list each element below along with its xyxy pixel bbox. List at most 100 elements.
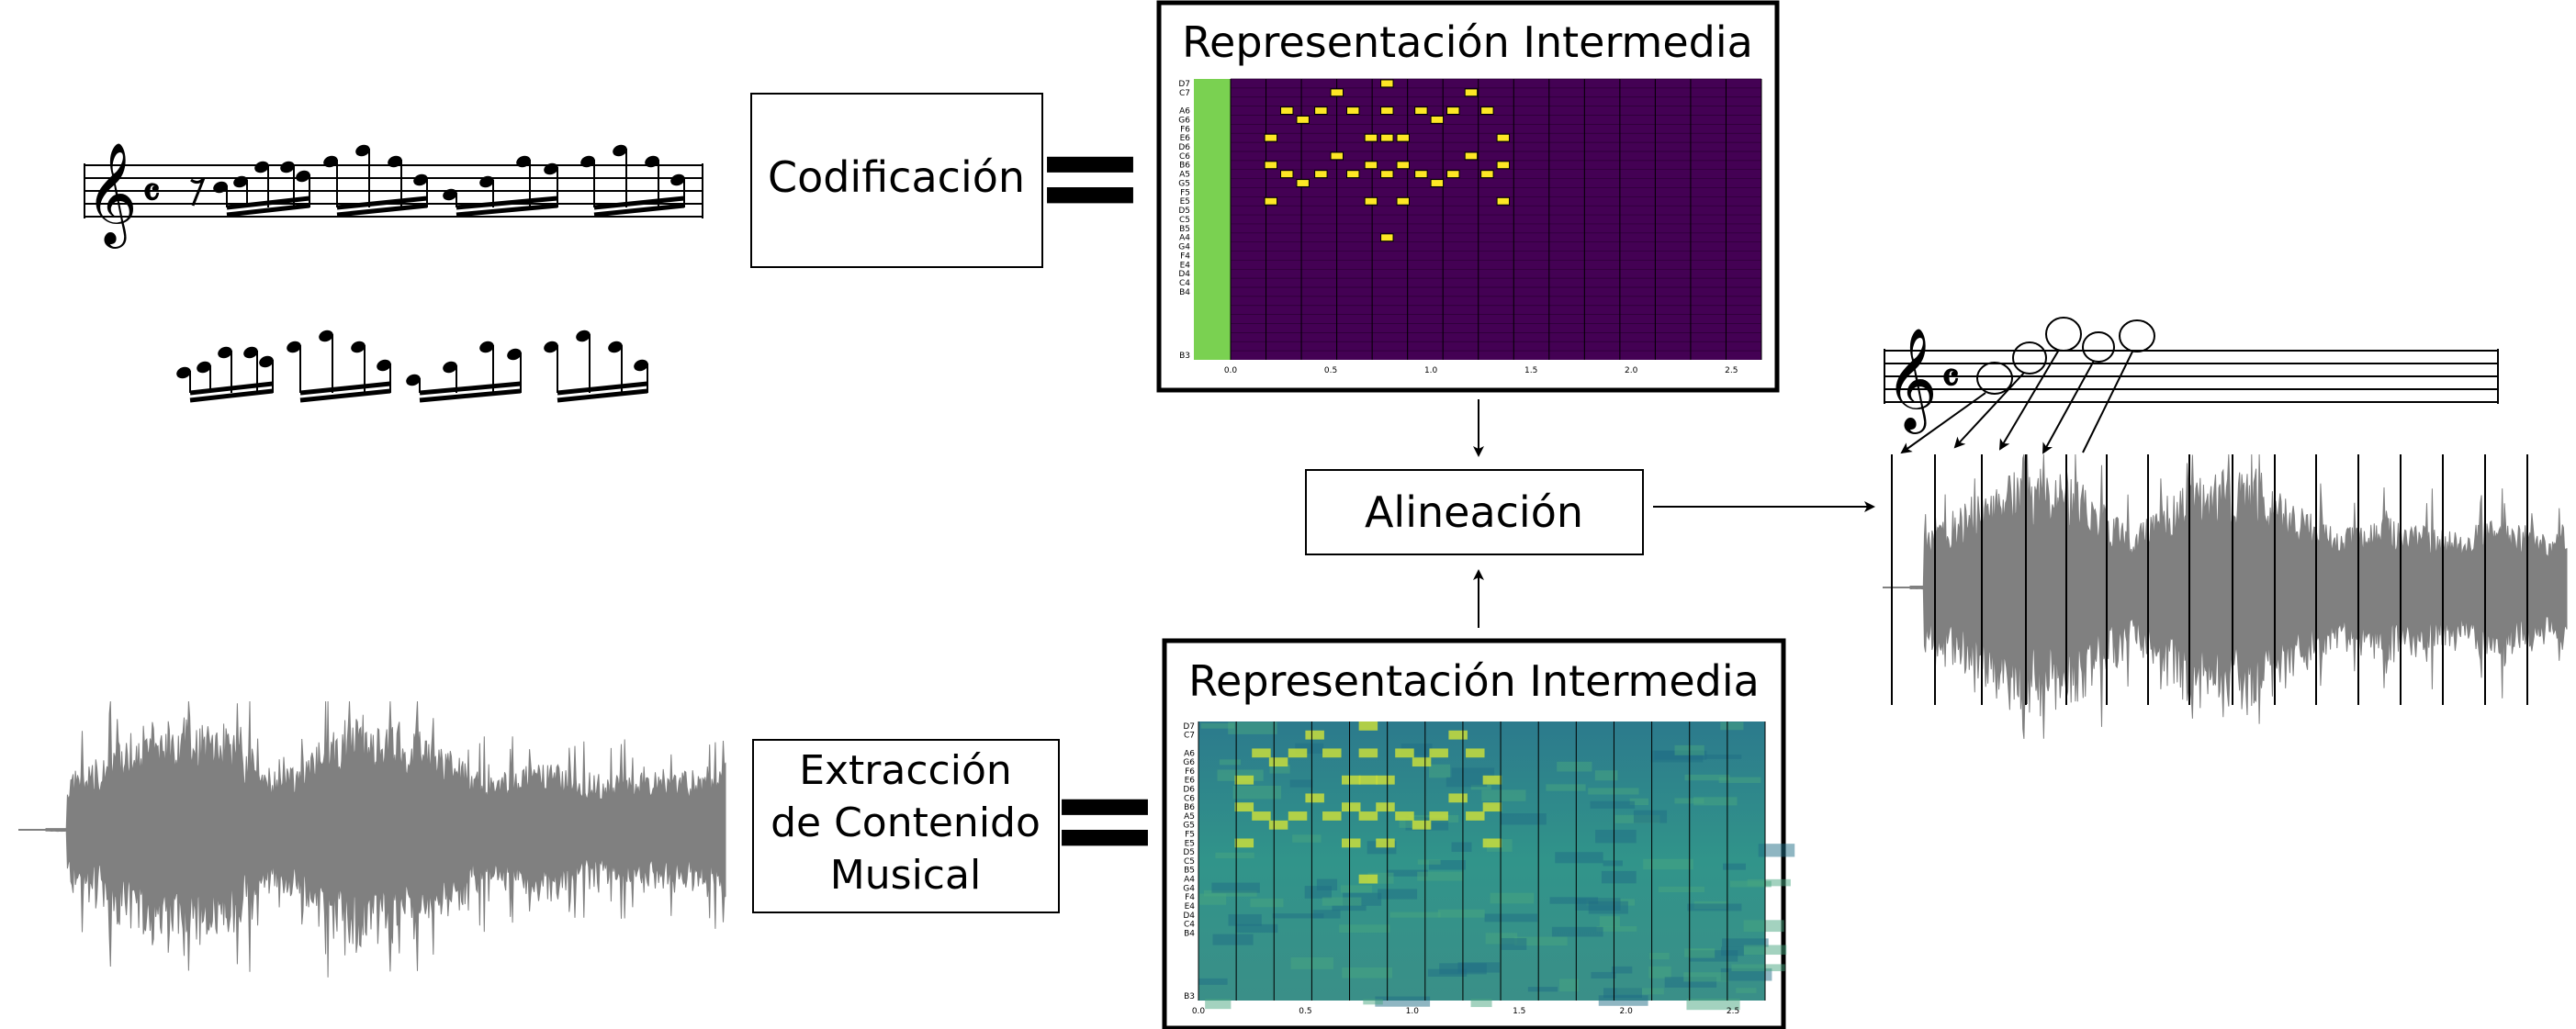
note-head: [176, 366, 191, 379]
spectrogram-texture: [1595, 829, 1637, 844]
spectrogram-texture: [1658, 886, 1704, 893]
common-time-icon-right: 𝄴: [1941, 355, 1960, 402]
spectrogram-texture: [1198, 978, 1228, 985]
note-head: [507, 348, 522, 361]
piano-roll-note-C6: [1330, 151, 1344, 161]
piano-roll-note-B6: [1496, 161, 1511, 170]
alignment-circles: [1976, 317, 2155, 395]
note-beam: [189, 381, 274, 396]
note-head: [443, 361, 457, 374]
pitch-tick-label: F4: [1185, 893, 1195, 902]
alineacion-box: Alineación: [1305, 469, 1644, 555]
spectrogram-texture: [1633, 810, 1668, 823]
piano-roll-note-A5: [1314, 170, 1328, 179]
equals-sign-bottom: =: [1047, 739, 1163, 899]
piano-roll-note-A5: [1480, 170, 1494, 179]
spectrogram-texture: [1736, 988, 1757, 993]
spectrogram-texture: [1549, 897, 1599, 904]
equals-sign-top: =: [1032, 96, 1148, 256]
piano-roll-note-A5: [1446, 170, 1460, 179]
spectrogram-energy-A6: [1466, 748, 1485, 758]
note-head: [213, 181, 228, 194]
piano-roll-note-A5: [1346, 170, 1360, 179]
piano-roll-note-B6: [1396, 161, 1410, 170]
note-head: [388, 155, 402, 168]
spectrogram-energy-B6: [1376, 802, 1395, 812]
spectrogram-energy-C7: [1305, 730, 1324, 740]
pitch-tick-label: B6: [1179, 162, 1190, 171]
spectrogram-energy-C6: [1448, 793, 1468, 803]
spectrogram-texture: [1375, 996, 1431, 1007]
spectrogram-texture: [1729, 880, 1772, 888]
spectrogram-texture: [1648, 966, 1671, 979]
waveform-shape: [1909, 453, 2568, 739]
note-beam: [336, 196, 428, 210]
spectrogram-texture: [1470, 999, 1492, 1008]
note-beam: [593, 203, 685, 218]
pitch-tick-label: B3: [1179, 352, 1190, 361]
pitch-tick-label: C4: [1179, 279, 1190, 288]
note-head: [218, 346, 232, 359]
pitch-tick-label: G5: [1183, 822, 1195, 831]
spectrogram-energy-A5: [1358, 811, 1378, 821]
piano-roll-note-A6: [1314, 106, 1328, 115]
audio-waveform: [18, 700, 726, 978]
note-head: [243, 346, 258, 359]
spectrogram-texture: [1720, 721, 1744, 731]
note-head: [544, 162, 558, 175]
spectrogram-texture: [1322, 897, 1362, 906]
pitch-tick-label: D6: [1178, 143, 1190, 152]
alignment-arrows: [1900, 349, 2133, 454]
spectrogram-texture: [1500, 813, 1547, 825]
pitch-tick-label: D5: [1178, 207, 1190, 216]
piano-roll-note-G5: [1430, 179, 1445, 187]
time-tick-label: 0.5: [1299, 1007, 1311, 1016]
piano-roll-note-G5: [1296, 179, 1310, 187]
spectrogram-energy-E6: [1376, 775, 1395, 785]
spectrogram-energy-E5: [1376, 838, 1395, 848]
time-tick-label: 2.0: [1625, 366, 1638, 375]
spectrogram-texture: [1684, 774, 1730, 781]
pitch-tick-label: C4: [1184, 921, 1195, 930]
piano-roll-note-E6: [1364, 133, 1378, 142]
piano-roll-note-A5: [1414, 170, 1428, 179]
note-head: [479, 175, 494, 188]
spectrogram-energy-E6: [1482, 775, 1502, 785]
spectrogram-energy-A5: [1466, 811, 1485, 821]
piano-roll-note-E5: [1396, 196, 1410, 206]
pitch-tick-label: B5: [1184, 867, 1195, 876]
spectrogram-texture: [1312, 910, 1341, 919]
spectrogram-energy-B6: [1234, 802, 1254, 812]
piano-roll-note-A5: [1280, 170, 1294, 179]
spectrogram-texture: [1295, 743, 1324, 754]
piano-roll-note-E6: [1396, 133, 1410, 142]
spectrogram-texture: [1428, 764, 1451, 778]
alineacion-label: Alineación: [1365, 487, 1583, 537]
spectrogram-texture: [1599, 916, 1620, 927]
pitch-tick-label: E4: [1180, 261, 1191, 270]
spectrogram-energy-E5: [1482, 838, 1502, 848]
pitch-tick-label: B3: [1184, 992, 1195, 1001]
spectrogram-texture: [1429, 860, 1466, 870]
piano-roll-note-A6: [1446, 106, 1460, 115]
time-tick-label: 2.5: [1725, 366, 1738, 375]
piano-roll-note-A6: [1414, 106, 1428, 115]
note-head: [197, 361, 211, 374]
time-tick-label: 2.0: [1619, 1007, 1633, 1016]
spectrogram-texture: [1200, 722, 1235, 729]
spectrogram-texture: [1723, 863, 1746, 870]
time-tick-label: 0.5: [1324, 366, 1337, 375]
note-head: [377, 359, 391, 372]
spectrogram-texture: [1551, 926, 1603, 937]
spectrogram-texture: [1558, 979, 1579, 992]
spectrogram-texture: [1601, 870, 1637, 884]
spectrogram-texture: [1704, 754, 1742, 759]
aligned-sheet-music: 𝄞 𝄴: [176, 317, 2499, 454]
eighth-rest-icon: [190, 177, 206, 207]
spectrogram-texture: [1555, 852, 1603, 864]
piano-roll-note-A6: [1380, 106, 1394, 115]
spectrogram-energy-B6: [1341, 802, 1361, 812]
spectrogram-energy-A4: [1358, 874, 1378, 884]
